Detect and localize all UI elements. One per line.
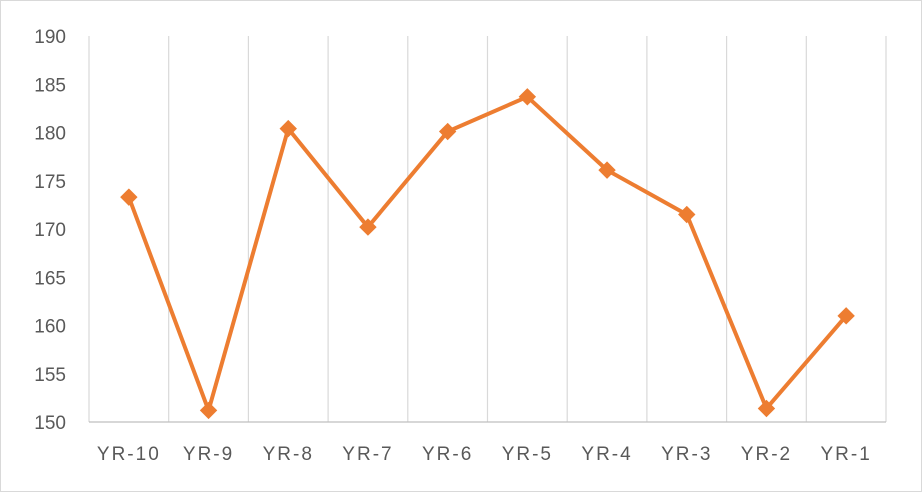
x-tick-label: YR-2	[741, 444, 792, 465]
data-point-marker	[120, 188, 138, 206]
x-tick-label: YR-3	[661, 444, 712, 465]
y-tick-label: 155	[34, 365, 66, 386]
data-point-marker	[359, 218, 377, 236]
y-tick-label: 180	[34, 124, 66, 145]
data-point-marker	[598, 161, 616, 179]
x-tick-label: YR-5	[502, 444, 553, 465]
x-tick-label: YR-1	[821, 444, 872, 465]
data-series	[120, 88, 855, 420]
y-tick-label: 190	[34, 27, 66, 48]
y-tick-label: 175	[34, 172, 66, 193]
x-tick-label: YR-4	[581, 444, 632, 465]
data-point-marker	[678, 205, 696, 224]
data-point-marker	[757, 399, 776, 418]
x-tick-label: YR-7	[342, 444, 393, 465]
data-point-marker	[438, 122, 457, 141]
y-tick-label: 150	[34, 413, 66, 434]
y-tick-label: 165	[34, 268, 66, 289]
gridlines	[88, 36, 887, 422]
data-point-marker	[199, 401, 218, 420]
x-tick-label: YR-10	[97, 444, 161, 465]
data-point-marker	[837, 307, 855, 325]
y-tick-label: 170	[34, 220, 66, 241]
data-point-marker	[518, 88, 537, 106]
series-line	[126, 94, 849, 413]
x-tick-label: YR-6	[422, 444, 473, 465]
y-tick-label: 185	[34, 75, 66, 96]
x-tick-label: YR-8	[263, 444, 314, 465]
data-point-marker	[279, 119, 297, 138]
y-axis-tick-labels: 150 155 160 165 170 175 180 185 190	[34, 27, 66, 434]
x-tick-label: YR-9	[183, 444, 234, 465]
x-axis-tick-labels: YR-10 YR-9 YR-8 YR-7 YR-6 YR-5 YR-4 YR-3 YR-2 YR-…	[97, 444, 872, 465]
y-tick-label: 160	[34, 317, 66, 338]
